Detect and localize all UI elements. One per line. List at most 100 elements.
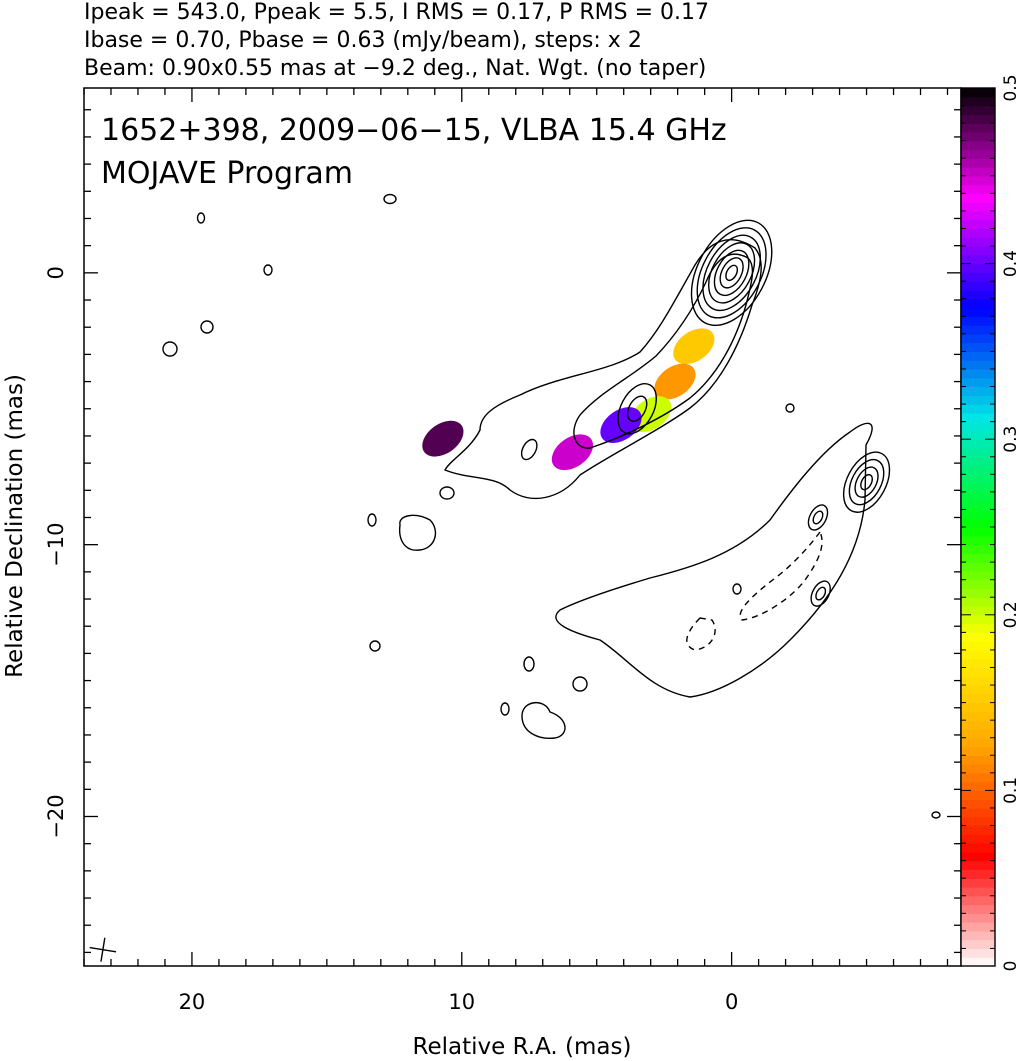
colorbar-step (961, 289, 995, 300)
colorbar-step (961, 149, 995, 159)
colorbar-step (961, 562, 995, 572)
colorbar-step (961, 184, 995, 194)
colorbar-step (961, 606, 995, 616)
colorbar-step (961, 570, 995, 581)
colorbar-step (961, 781, 995, 791)
colorbar-step (961, 219, 995, 230)
component-contour (702, 234, 761, 312)
colorbar-step (961, 228, 995, 238)
noise-contour (931, 811, 941, 819)
colorbar-step (961, 825, 995, 835)
x-tick-label: 20 (179, 990, 206, 1014)
colorbar-step (961, 772, 995, 783)
colorbar-step (961, 728, 995, 739)
colorbar-step (961, 544, 995, 554)
colorbar-step (961, 948, 995, 958)
colorbar-step (961, 412, 995, 423)
colorbar-step (961, 351, 995, 361)
component-contour (810, 580, 831, 607)
colorbar-step (961, 272, 995, 282)
colorbar-step (961, 711, 995, 721)
colorbar-step (961, 790, 995, 800)
colorbar-step (961, 597, 995, 607)
colorbar-tick-label: 0.2 (1001, 601, 1021, 628)
colorbar-step (961, 386, 995, 396)
source-annotation: 1652+398, 2009−06−15, VLBA 15.4 GHz (101, 113, 727, 148)
noise-contour (732, 583, 742, 595)
y-tick-label: −20 (44, 794, 68, 838)
component-contour (696, 227, 767, 319)
colorbar-step (961, 527, 995, 537)
colorbar-step (961, 509, 995, 519)
colorbar-step (961, 737, 995, 748)
colorbar-step (961, 685, 995, 695)
colorbar-step (961, 667, 995, 677)
header-line-2: Ibase = 0.70, Pbase = 0.63 (mJy/beam), s… (84, 28, 642, 53)
colorbar-tick-label: 0 (1001, 961, 1021, 972)
colorbar-step (961, 333, 995, 344)
colorbar-step (961, 158, 995, 168)
component-contour (725, 264, 739, 282)
colorbar-step (961, 193, 995, 203)
component-contour (713, 249, 750, 297)
y-axis-label: Relative Declination (mas) (2, 374, 28, 678)
colorbar-step (961, 368, 995, 379)
colorbar-step (961, 614, 995, 625)
polarization-patch (551, 434, 594, 471)
colorbar-step (961, 404, 995, 414)
colorbar-step (961, 167, 995, 177)
colorbar-step (961, 579, 995, 590)
colorbar-tick-label: 0.3 (1001, 426, 1021, 453)
colorbar-step (961, 360, 995, 370)
component-contour (626, 395, 648, 422)
colorbar-step (961, 886, 995, 897)
colorbar-step (961, 834, 995, 844)
polarization-patch (673, 328, 715, 365)
colorbar-step (961, 518, 995, 528)
colorbar-step (961, 298, 995, 309)
colorbar-tick-label: 0.5 (1001, 74, 1021, 101)
colorbar-step (961, 88, 995, 98)
colorbar-step (961, 96, 995, 107)
colorbar-step (961, 764, 995, 774)
colorbar-step (961, 632, 995, 642)
colorbar-step (961, 281, 995, 291)
polarization-layer (422, 328, 715, 471)
colorbar-step (961, 131, 995, 142)
colorbar-step (961, 904, 995, 914)
x-tick-label: 0 (725, 990, 738, 1014)
colorbar-step (961, 316, 995, 326)
colorbar-step (961, 799, 995, 809)
colorbar-step (961, 553, 995, 563)
noise-contour (523, 656, 535, 672)
noise-contour (521, 702, 566, 739)
component-contour (860, 473, 873, 491)
colorbar-step (961, 421, 995, 432)
colorbar-step (961, 702, 995, 712)
colorbar-step (961, 474, 995, 484)
lower-jet-contour-2 (739, 530, 823, 621)
colorbar-step (961, 930, 995, 941)
component-contour (854, 466, 879, 498)
colorbar-step (961, 175, 995, 186)
contour-layer (162, 193, 941, 819)
colorbar-tick-label: 0.4 (1001, 250, 1021, 277)
axes: 20 10 0 0 −10 −20 (44, 88, 961, 1014)
header-line-3: Beam: 0.90x0.55 mas at −9.2 deg., Nat. W… (84, 56, 706, 81)
noise-contour (162, 341, 178, 357)
colorbar-step (961, 465, 995, 475)
colorbar: 0 0.1 0.2 0.3 0.4 0.5 (960, 74, 1021, 972)
component-contour (815, 586, 827, 601)
colorbar-step (961, 491, 995, 502)
colorbar-step (961, 483, 995, 493)
colorbar-step (961, 307, 995, 317)
polarization-patch (422, 420, 464, 457)
y-tick-label: −10 (44, 523, 68, 567)
noise-contour (367, 513, 377, 527)
colorbar-step (961, 676, 995, 686)
colorbar-step (961, 922, 995, 932)
colorbar-step (961, 254, 995, 265)
component-contour (690, 219, 773, 327)
x-axis-label: Relative R.A. (mas) (413, 1034, 632, 1060)
main-jet-envelope (444, 239, 762, 500)
